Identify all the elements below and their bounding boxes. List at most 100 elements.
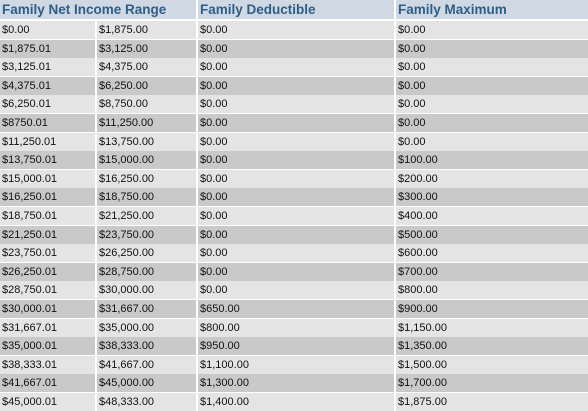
cell-range-to: $11,250.00 xyxy=(97,114,196,132)
cell-range-to: $21,250.00 xyxy=(97,207,196,225)
cell-range-to: $31,667.00 xyxy=(97,300,196,318)
table-row: $23,750.01 $26,250.00 $0.00 $600.00 xyxy=(0,244,588,263)
cell-range-from: $8750.01 xyxy=(0,114,95,132)
cell-deductible: $0.00 xyxy=(198,58,394,77)
header-deductible: Family Deductible xyxy=(198,0,394,19)
cell-deductible: $0.00 xyxy=(198,244,394,263)
cell-deductible: $0.00 xyxy=(198,76,394,95)
cell-range-to: $38,333.00 xyxy=(97,337,196,356)
cell-range-from: $6,250.01 xyxy=(0,95,95,114)
table-row: $30,000.01 $31,667.00 $650.00 $900.00 xyxy=(0,300,588,318)
cell-range-from: $30,000.01 xyxy=(0,300,95,318)
cell-range-to: $16,250.00 xyxy=(97,169,196,188)
cell-maximum: $400.00 xyxy=(396,207,588,225)
cell-range-to: $8,750.00 xyxy=(97,95,196,114)
table-row: $21,250.01 $23,750.00 $0.00 $500.00 xyxy=(0,225,588,244)
cell-maximum: $1,350.00 xyxy=(396,337,588,356)
cell-range-to: $26,250.00 xyxy=(97,244,196,263)
cell-range-to: $23,750.00 xyxy=(97,225,196,244)
cell-deductible: $0.00 xyxy=(198,262,394,281)
cell-range-to: $6,250.00 xyxy=(97,76,196,95)
cell-deductible: $0.00 xyxy=(198,225,394,244)
cell-maximum: $0.00 xyxy=(396,95,588,114)
cell-deductible: $0.00 xyxy=(198,39,394,58)
cell-range-to: $30,000.00 xyxy=(97,281,196,300)
table-row: $3,125.01 $4,375.00 $0.00 $0.00 xyxy=(0,58,588,77)
cell-range-from: $41,667.01 xyxy=(0,374,95,393)
cell-deductible: $0.00 xyxy=(198,21,394,39)
cell-deductible: $650.00 xyxy=(198,300,394,318)
cell-deductible: $950.00 xyxy=(198,337,394,356)
table-row: $15,000.01 $16,250.00 $0.00 $200.00 xyxy=(0,169,588,188)
cell-range-to: $41,667.00 xyxy=(97,355,196,374)
cell-range-from: $35,000.01 xyxy=(0,337,95,356)
cell-range-from: $21,250.01 xyxy=(0,225,95,244)
cell-range-to: $4,375.00 xyxy=(97,58,196,77)
cell-maximum: $1,150.00 xyxy=(396,318,588,337)
cell-deductible: $1,400.00 xyxy=(198,393,394,411)
table-row: $11,250.01 $13,750.00 $0.00 $0.00 xyxy=(0,132,588,151)
cell-maximum: $300.00 xyxy=(396,188,588,207)
cell-range-to: $15,000.00 xyxy=(97,151,196,170)
cell-range-from: $4,375.01 xyxy=(0,76,95,95)
cell-maximum: $900.00 xyxy=(396,300,588,318)
cell-range-from: $23,750.01 xyxy=(0,244,95,263)
table-row: $16,250.01 $18,750.00 $0.00 $300.00 xyxy=(0,188,588,207)
cell-range-from: $18,750.01 xyxy=(0,207,95,225)
table-row: $8750.01 $11,250.00 $0.00 $0.00 xyxy=(0,114,588,132)
table-row: $26,250.01 $28,750.00 $0.00 $700.00 xyxy=(0,262,588,281)
header-maximum: Family Maximum xyxy=(396,0,588,19)
cell-deductible: $0.00 xyxy=(198,207,394,225)
cell-maximum: $600.00 xyxy=(396,244,588,263)
cell-range-from: $28,750.01 xyxy=(0,281,95,300)
cell-deductible: $0.00 xyxy=(198,95,394,114)
cell-range-from: $13,750.01 xyxy=(0,151,95,170)
cell-maximum: $0.00 xyxy=(396,21,588,39)
cell-maximum: $1,500.00 xyxy=(396,355,588,374)
table-row: $45,000.01 $48,333.00 $1,400.00 $1,875.00 xyxy=(0,393,588,411)
cell-range-from: $38,333.01 xyxy=(0,355,95,374)
cell-maximum: $200.00 xyxy=(396,169,588,188)
table-row: $0.00 $1,875.00 $0.00 $0.00 xyxy=(0,21,588,39)
table-row: $6,250.01 $8,750.00 $0.00 $0.00 xyxy=(0,95,588,114)
table-row: $35,000.01 $38,333.00 $950.00 $1,350.00 xyxy=(0,337,588,356)
cell-maximum: $0.00 xyxy=(396,132,588,151)
cell-range-to: $3,125.00 xyxy=(97,39,196,58)
cell-maximum: $0.00 xyxy=(396,114,588,132)
cell-maximum: $0.00 xyxy=(396,39,588,58)
cell-maximum: $1,875.00 xyxy=(396,393,588,411)
cell-range-to: $1,875.00 xyxy=(97,21,196,39)
cell-maximum: $800.00 xyxy=(396,281,588,300)
cell-deductible: $0.00 xyxy=(198,188,394,207)
cell-maximum: $1,700.00 xyxy=(396,374,588,393)
cell-range-from: $16,250.01 xyxy=(0,188,95,207)
table-header: Family Net Income Range Family Deductibl… xyxy=(0,0,588,19)
cell-range-from: $0.00 xyxy=(0,21,95,39)
cell-deductible: $1,300.00 xyxy=(198,374,394,393)
cell-deductible: $800.00 xyxy=(198,318,394,337)
table-row: $1,875.01 $3,125.00 $0.00 $0.00 xyxy=(0,39,588,58)
cell-deductible: $0.00 xyxy=(198,169,394,188)
table-row: $18,750.01 $21,250.00 $0.00 $400.00 xyxy=(0,207,588,225)
cell-maximum: $100.00 xyxy=(396,151,588,170)
cell-deductible: $0.00 xyxy=(198,151,394,170)
table-row: $38,333.01 $41,667.00 $1,100.00 $1,500.00 xyxy=(0,355,588,374)
cell-range-to: $45,000.00 xyxy=(97,374,196,393)
cell-maximum: $0.00 xyxy=(396,76,588,95)
cell-range-to: $35,000.00 xyxy=(97,318,196,337)
cell-range-to: $48,333.00 xyxy=(97,393,196,411)
table-row: $31,667.01 $35,000.00 $800.00 $1,150.00 xyxy=(0,318,588,337)
cell-deductible: $0.00 xyxy=(198,281,394,300)
cell-range-from: $45,000.01 xyxy=(0,393,95,411)
cell-maximum: $700.00 xyxy=(396,262,588,281)
table-row: $41,667.01 $45,000.00 $1,300.00 $1,700.00 xyxy=(0,374,588,393)
cell-range-to: $13,750.00 xyxy=(97,132,196,151)
cell-range-to: $28,750.00 xyxy=(97,262,196,281)
cell-deductible: $1,100.00 xyxy=(198,355,394,374)
header-income-range: Family Net Income Range xyxy=(0,0,196,19)
cell-range-to: $18,750.00 xyxy=(97,188,196,207)
table-row: $13,750.01 $15,000.00 $0.00 $100.00 xyxy=(0,151,588,170)
table-row: $28,750.01 $30,000.00 $0.00 $800.00 xyxy=(0,281,588,300)
cell-range-from: $1,875.01 xyxy=(0,39,95,58)
